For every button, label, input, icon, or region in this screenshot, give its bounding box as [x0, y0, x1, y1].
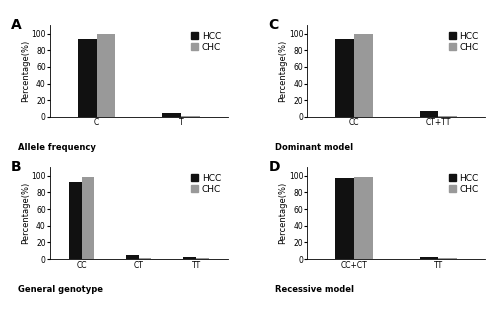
- Text: Dominant model: Dominant model: [276, 143, 353, 152]
- Bar: [438, 258, 457, 259]
- Bar: [196, 258, 208, 259]
- Y-axis label: Percentage(%): Percentage(%): [21, 182, 30, 244]
- Bar: [78, 39, 96, 117]
- Bar: [69, 182, 82, 259]
- Bar: [96, 34, 115, 117]
- Bar: [139, 258, 151, 259]
- Bar: [184, 257, 196, 259]
- Text: C: C: [268, 18, 278, 32]
- Legend: HCC, CHC: HCC, CHC: [447, 172, 480, 196]
- Y-axis label: Percentage(%): Percentage(%): [278, 40, 287, 102]
- Bar: [354, 177, 372, 259]
- Bar: [336, 40, 354, 117]
- Text: A: A: [11, 18, 22, 32]
- Text: B: B: [11, 160, 22, 174]
- Y-axis label: Percentage(%): Percentage(%): [21, 40, 30, 102]
- Text: Allele frequency: Allele frequency: [18, 143, 96, 152]
- Bar: [126, 255, 139, 259]
- Legend: HCC, CHC: HCC, CHC: [447, 30, 480, 54]
- Bar: [354, 34, 372, 117]
- Bar: [438, 116, 457, 117]
- Text: D: D: [268, 160, 280, 174]
- Legend: HCC, CHC: HCC, CHC: [190, 30, 223, 54]
- Bar: [420, 111, 438, 117]
- Legend: HCC, CHC: HCC, CHC: [190, 172, 223, 196]
- Bar: [336, 178, 354, 259]
- Bar: [420, 257, 438, 259]
- Bar: [82, 177, 94, 259]
- Bar: [181, 116, 200, 117]
- Bar: [162, 113, 181, 117]
- Text: Recessive model: Recessive model: [276, 285, 354, 294]
- Text: General genotype: General genotype: [18, 285, 103, 294]
- Y-axis label: Percentage(%): Percentage(%): [278, 182, 287, 244]
